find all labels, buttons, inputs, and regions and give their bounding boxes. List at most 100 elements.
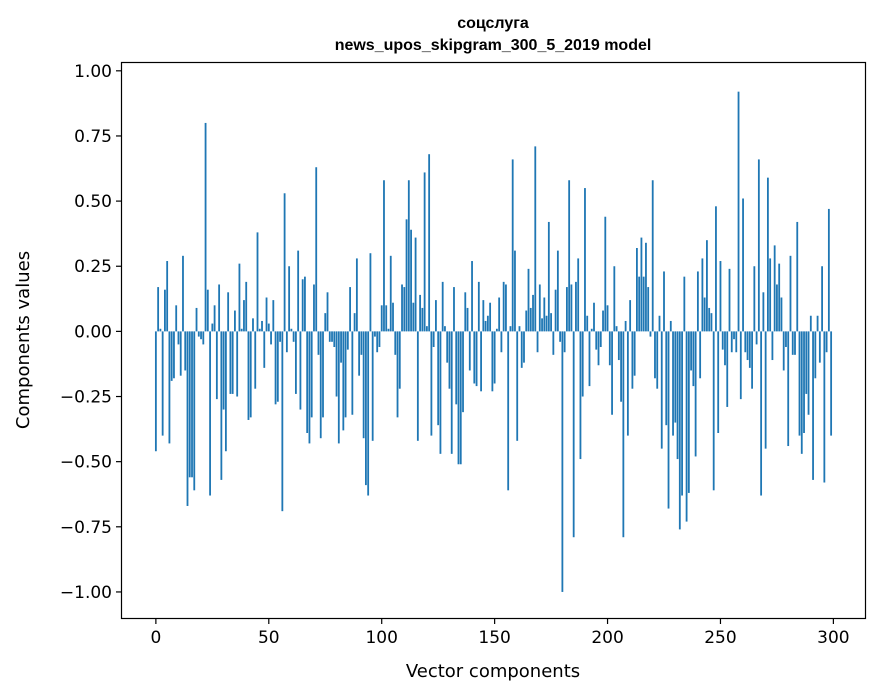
y-tick-label: 0.50 [74, 192, 112, 212]
bar-262 [746, 331, 749, 361]
bar-206 [620, 331, 622, 402]
bar-281 [789, 255, 792, 332]
bar-38 [240, 328, 243, 332]
bar-271 [766, 177, 769, 332]
bar-212 [633, 331, 636, 376]
bar-195 [595, 331, 598, 350]
bar-225 [663, 271, 665, 332]
bar-207 [622, 331, 625, 538]
bar-135 [459, 331, 462, 465]
bar-76 [326, 292, 329, 332]
bar-1 [157, 287, 160, 332]
bar-284 [796, 221, 799, 332]
bar-296 [823, 331, 826, 483]
bar-58 [285, 331, 288, 353]
bar-142 [475, 331, 478, 387]
bar-41 [247, 331, 250, 420]
chart-title: соцслуга news_upos_skipgram_300_5_2019 mo… [335, 15, 652, 54]
bar-39 [243, 300, 245, 332]
bar-220 [651, 180, 654, 332]
bar-14 [186, 331, 189, 506]
bar-209 [626, 331, 629, 436]
bar-166 [529, 307, 532, 332]
bar-276 [778, 263, 781, 332]
bar-261 [744, 331, 747, 353]
bar-27 [215, 331, 218, 400]
bar-91 [360, 331, 363, 355]
bar-9 [175, 305, 178, 332]
bar-148 [489, 302, 492, 332]
bar-214 [638, 276, 641, 332]
bar-67 [306, 331, 309, 433]
bar-299 [830, 331, 833, 436]
bar-251 [721, 331, 724, 350]
bar-130 [448, 331, 451, 389]
bar-226 [665, 331, 668, 426]
bar-107 [396, 331, 399, 418]
bar-57 [283, 193, 286, 332]
bar-31 [224, 331, 227, 452]
bar-154 [502, 281, 505, 332]
bar-279 [785, 331, 787, 348]
bar-63 [297, 250, 300, 332]
bar-274 [773, 245, 776, 332]
bar-168 [534, 146, 537, 332]
bar-256 [733, 331, 735, 340]
bar-217 [645, 242, 647, 332]
bar-252 [724, 331, 726, 366]
bar-239 [694, 331, 697, 457]
bar-185 [572, 331, 575, 538]
bar-109 [401, 284, 403, 332]
bar-115 [414, 237, 417, 332]
x-tick-label: 150 [478, 628, 510, 648]
bar-190 [584, 188, 586, 332]
bar-243 [703, 297, 706, 332]
bar-10 [177, 331, 180, 345]
x-axis-label: Vector components [406, 661, 580, 682]
bar-47 [261, 320, 263, 332]
bar-87 [351, 331, 354, 415]
bar-223 [658, 315, 661, 332]
bar-157 [509, 326, 512, 332]
bar-2 [159, 328, 162, 332]
bar-247 [712, 331, 715, 491]
bar-146 [484, 320, 487, 332]
bar-12 [182, 255, 184, 332]
bar-8 [173, 331, 175, 379]
y-tick-label: 0.25 [74, 257, 112, 277]
bar-136 [462, 331, 464, 413]
bar-118 [421, 307, 424, 332]
bar-175 [550, 313, 552, 332]
bar-234 [683, 276, 686, 332]
bar-94 [367, 331, 370, 496]
bar-15 [188, 331, 191, 478]
bar-80 [335, 331, 338, 397]
bar-54 [276, 331, 279, 402]
bar-99 [378, 331, 381, 348]
bar-194 [593, 302, 595, 332]
bar-216 [642, 276, 645, 332]
bar-268 [760, 331, 763, 496]
bar-112 [407, 180, 410, 332]
bar-23 [206, 289, 209, 332]
bar-68 [308, 331, 311, 444]
y-tick-label: 1.00 [74, 62, 112, 82]
bar-45 [256, 232, 259, 332]
bar-127 [441, 281, 444, 332]
bar-126 [439, 331, 442, 454]
bar-124 [435, 300, 437, 332]
bar-210 [629, 300, 632, 332]
bar-51 [270, 331, 272, 345]
bar-20 [200, 331, 202, 340]
bar-114 [412, 302, 415, 332]
bar-33 [229, 331, 232, 394]
bar-257 [735, 331, 738, 353]
bar-162 [520, 331, 523, 368]
bar-153 [500, 331, 503, 353]
bar-37 [238, 263, 241, 332]
bar-242 [701, 258, 704, 332]
bar-34 [231, 331, 234, 394]
bar-42 [249, 331, 252, 418]
bar-81 [337, 331, 340, 444]
bar-203 [613, 266, 616, 332]
